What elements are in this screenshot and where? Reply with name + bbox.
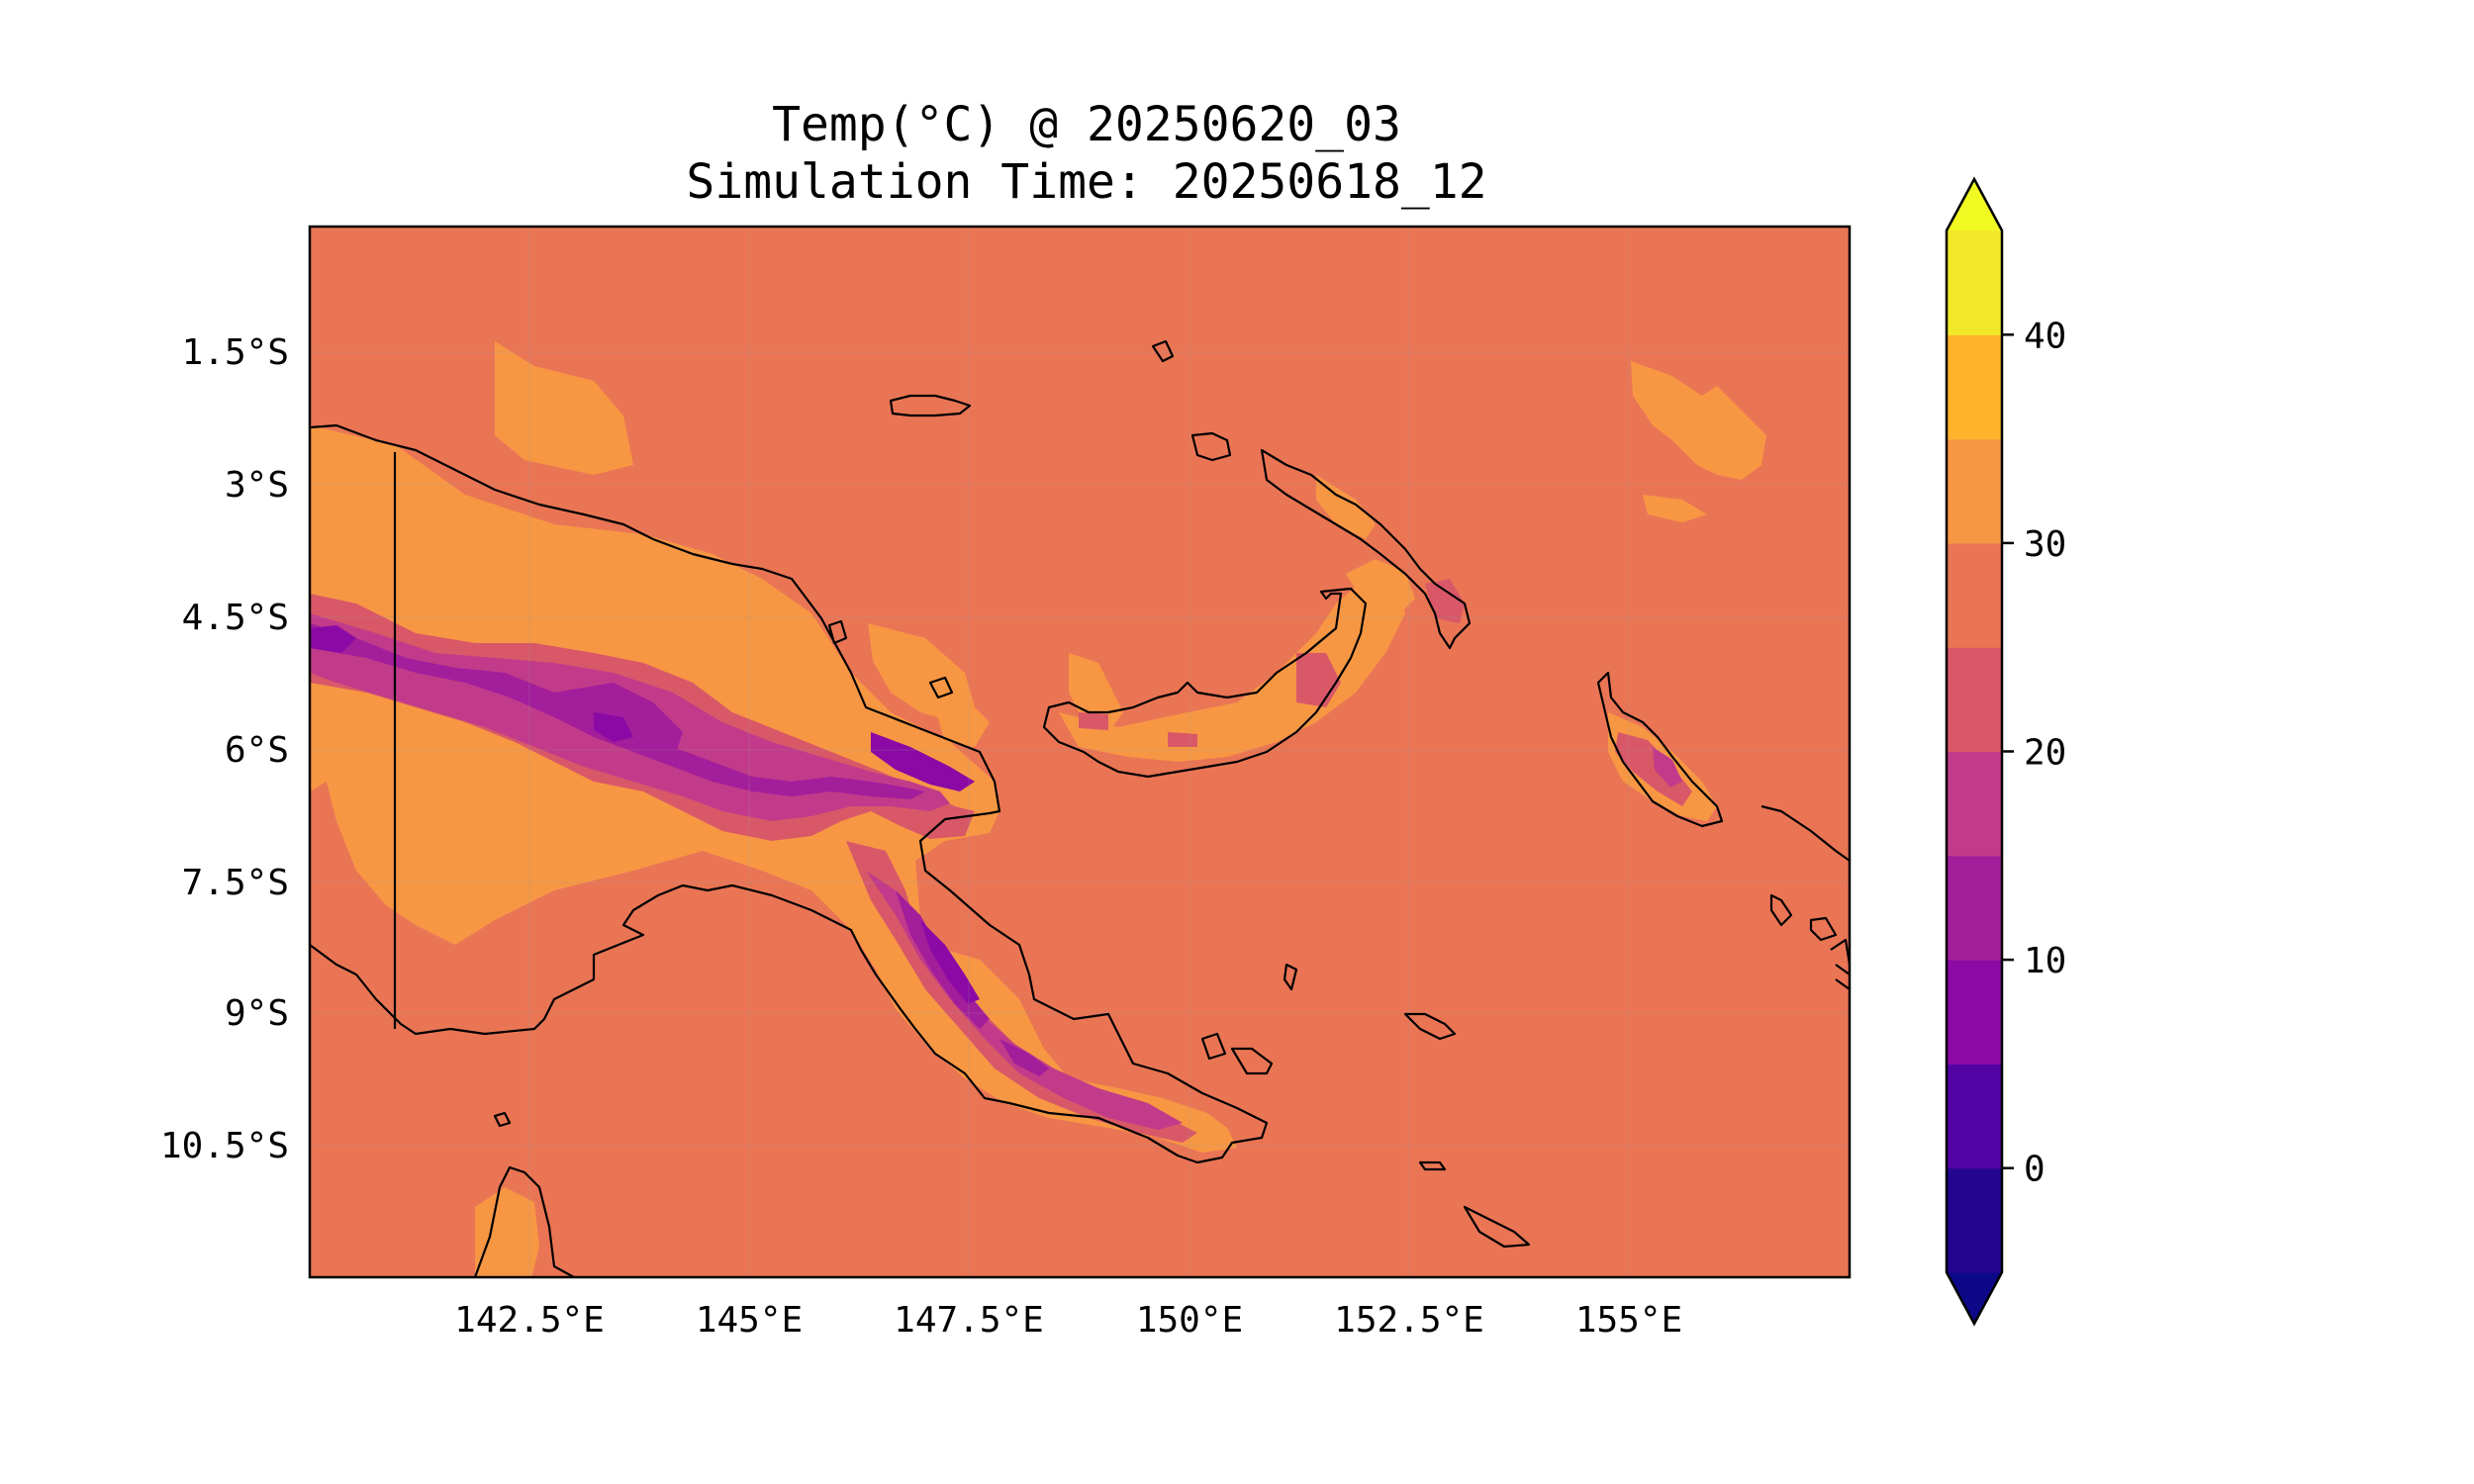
lat-tick-label: 9°S bbox=[225, 993, 289, 1034]
colorbar-tick-label: 40 bbox=[2024, 316, 2066, 356]
colorbar-segment bbox=[1947, 855, 2002, 961]
lon-tick-label: 152.5°E bbox=[1334, 1300, 1484, 1341]
colorbar-under-extension bbox=[1947, 1272, 2002, 1324]
map-frame bbox=[308, 225, 1852, 1279]
colorbar-segment bbox=[1947, 438, 2002, 544]
coastline-woodlark bbox=[1283, 963, 1298, 991]
coldest-contours bbox=[310, 625, 980, 1004]
colorbar-segment bbox=[1947, 1064, 2002, 1169]
coastline-new-guinea bbox=[310, 423, 1269, 1164]
lon-tick-label: 142.5°E bbox=[454, 1300, 605, 1341]
coastline-rossel bbox=[1463, 1205, 1531, 1249]
colorbar: 0 10 20 30 40 bbox=[1945, 176, 2066, 1327]
coastline-trobriand bbox=[1403, 1012, 1457, 1041]
coastline-new-ireland bbox=[1260, 448, 1472, 650]
colorbar-tick-label: 0 bbox=[2024, 1150, 2046, 1190]
coastline-torres-islands bbox=[493, 1111, 512, 1128]
colorbar-tick-label: 30 bbox=[2024, 524, 2066, 565]
colorbar-segment bbox=[1947, 751, 2002, 857]
colorbar-segment bbox=[1947, 1167, 2002, 1273]
colorbar-segment bbox=[1947, 542, 2002, 648]
lon-axis: 142.5°E 145°E 147.5°E 150°E 152.5°E 155°… bbox=[454, 1300, 1682, 1341]
lon-tick-label: 155°E bbox=[1575, 1300, 1682, 1341]
temperature-field bbox=[310, 341, 1766, 1277]
colorbar-segment bbox=[1947, 231, 2002, 335]
coastline-fergusson bbox=[1230, 1047, 1274, 1075]
colorbar-segment bbox=[1947, 647, 2002, 753]
title-line-1: Temp(°C) @ 20250620_03 bbox=[772, 97, 1401, 152]
lat-tick-label: 6°S bbox=[225, 730, 289, 771]
coastlines bbox=[310, 339, 1850, 1277]
coastline-mussau bbox=[1151, 339, 1175, 363]
coastline-karkar bbox=[827, 619, 848, 645]
lat-tick-label: 3°S bbox=[225, 465, 289, 506]
coastline-new-britain bbox=[1042, 587, 1368, 779]
gridlines bbox=[310, 227, 1850, 1277]
title-line-2: Simulation Time: 20250618_12 bbox=[686, 154, 1486, 210]
lon-tick-label: 145°E bbox=[696, 1300, 803, 1341]
lat-tick-label: 4.5°S bbox=[182, 598, 289, 638]
lat-tick-label: 7.5°S bbox=[182, 863, 289, 903]
lon-tick-label: 147.5°E bbox=[894, 1300, 1044, 1341]
coastline-umboi bbox=[928, 676, 954, 699]
coastline-solomon-islands bbox=[1760, 804, 1850, 990]
lat-tick-label: 1.5°S bbox=[182, 332, 289, 373]
colorbar-tick-label: 10 bbox=[2024, 941, 2066, 981]
lon-tick-label: 150°E bbox=[1136, 1300, 1243, 1341]
colorbar-segment bbox=[1947, 334, 2002, 440]
coastline-misima bbox=[1418, 1160, 1447, 1171]
colorbar-outline bbox=[1945, 176, 2004, 1327]
colorbar-segment bbox=[1947, 960, 2002, 1065]
lat-axis: 1.5°S 3°S 4.5°S 6°S 7.5°S 9°S 10.5°S bbox=[160, 332, 289, 1166]
coastline-goodenough bbox=[1200, 1032, 1227, 1061]
colorbar-tick-label: 20 bbox=[2024, 733, 2066, 774]
coastline-cape-york bbox=[473, 1165, 575, 1277]
coastline-bougainville bbox=[1596, 671, 1724, 828]
coastline-new-hanover bbox=[1190, 431, 1232, 462]
map-panel bbox=[308, 225, 1852, 1279]
colorbar-over-extension bbox=[1947, 179, 2002, 231]
lat-tick-label: 10.5°S bbox=[160, 1126, 289, 1166]
coastline-manus bbox=[889, 394, 972, 417]
